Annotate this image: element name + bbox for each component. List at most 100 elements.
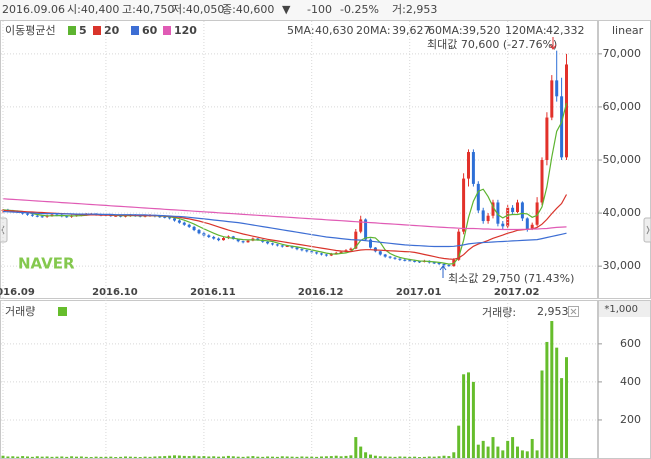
candle-body [383,254,387,257]
candle-body [462,178,466,232]
volume-bar [266,456,270,458]
info-item: -0.25% [340,3,379,16]
y-tick-label: 50,000 [603,153,642,166]
volume-bar [422,456,426,458]
info-item: ▼ [282,3,291,16]
volume-bar [60,456,64,458]
volume-bar [261,456,265,458]
scale-label: linear [612,24,644,37]
volume-bar [457,425,461,458]
candle-body [241,241,245,243]
volume-bar [124,456,127,458]
legend-label: 60 [142,24,158,37]
volume-bar [158,456,162,458]
right-tab[interactable] [643,217,651,243]
volume-bar [163,456,167,458]
volume-bar [212,456,216,458]
candle-body [177,220,181,223]
candle-body [525,218,529,229]
candle-body [168,217,172,219]
volume-bar [11,456,15,458]
volume-bar [285,456,289,458]
candle-body [540,160,544,203]
volume-bar [143,456,147,458]
candle-body [339,251,343,253]
candle-body [535,202,539,225]
candle-body [295,247,299,250]
volume-bar [383,456,387,458]
candle-body [393,257,397,259]
info-item: 저:40,050 [172,3,224,16]
ma-line [2,198,567,231]
left-tab[interactable] [0,217,8,243]
x-tick-label: 2016.11 [190,287,236,298]
volume-bar [275,456,279,458]
volume-bar [94,456,98,458]
volume-bar [344,455,348,458]
volume-bar [79,456,83,458]
candle-body [315,252,319,254]
ma-readout-label: 20MA: [356,24,391,37]
volume-bar [349,455,353,458]
volume-bar [207,456,211,458]
candle-body [520,202,524,219]
ma-line [2,194,568,260]
candle-body [447,265,451,267]
volume-bar [202,456,206,458]
volume-bar [65,456,69,458]
candle-body [403,259,407,261]
legend-label: 120 [174,24,197,37]
candle-body [182,222,186,225]
candle-body [560,96,564,158]
volume-bar [148,456,152,458]
y-tick-label: 70,000 [603,47,642,60]
volume-bar [393,456,397,458]
right-tab-arrow [646,225,650,235]
volume-bar [471,381,475,458]
volume-bar [6,456,10,458]
candle-body [222,238,225,241]
volume-bar [496,446,500,458]
candle-body [545,117,549,160]
info-date: 2016.09.06 [2,3,65,16]
info-bar [0,0,651,20]
volume-readout-value: 2,953 [537,305,569,318]
x-tick-label: 2017.02 [494,287,540,298]
volume-bar [231,456,235,458]
y-tick-label: 60,000 [603,100,642,113]
volume-bar [320,456,323,458]
volume-bar [70,456,74,458]
volume-bar [555,347,559,458]
volume-bar [520,450,524,458]
close-icon [570,308,577,315]
x-tick-label: 2016.10 [92,287,138,298]
volume-bar [339,456,343,458]
volume-bar [476,444,480,458]
volume-bar [467,372,470,458]
volume-bar [251,456,255,458]
volume-bar [437,456,441,458]
volume-bar [217,456,221,458]
candle-body [476,183,480,211]
volume-bar [491,437,495,458]
volume-bar [300,456,304,458]
volume-bar [271,456,274,458]
volume-bar [133,456,137,458]
candle-body [496,202,500,224]
volume-bar [75,456,78,458]
legend-title: 이동평균선 [5,24,56,37]
x-tick-label: 2016.09 [0,287,35,298]
candle-body [359,219,363,232]
volume-bar [290,456,294,458]
legend-swatch [68,26,76,35]
volume-bar [222,456,225,458]
price-pane [0,20,598,299]
candle-body [114,215,118,217]
legend-swatch [93,26,101,35]
volume-bar [501,450,505,458]
candle-body [236,239,240,242]
volume-bar [334,455,338,458]
candle-body [506,207,510,227]
candle-body [501,223,505,227]
volume-bar [246,456,250,458]
